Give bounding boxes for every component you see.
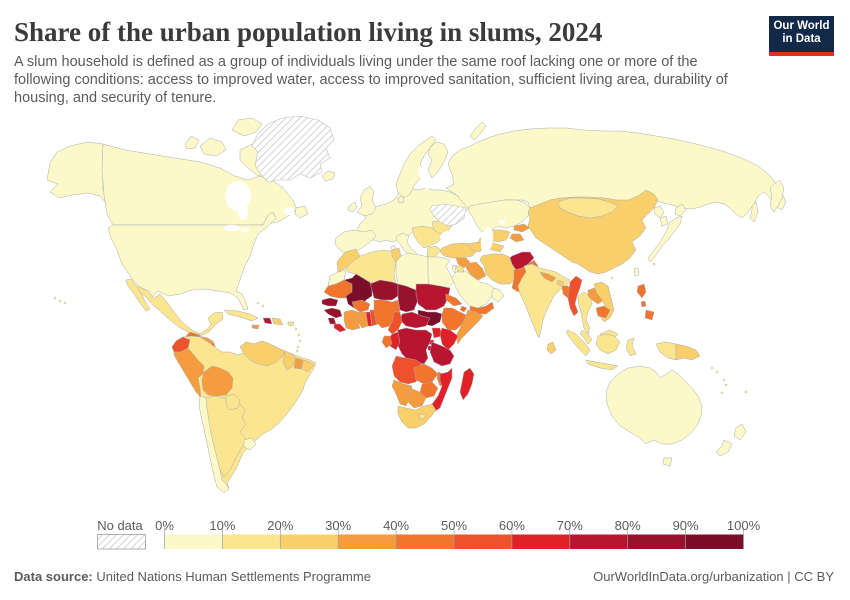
svg-text:70%: 70%	[557, 518, 583, 533]
svg-text:0%: 0%	[155, 518, 174, 533]
svg-text:30%: 30%	[325, 518, 351, 533]
svg-text:80%: 80%	[615, 518, 641, 533]
svg-text:90%: 90%	[673, 518, 699, 533]
svg-text:10%: 10%	[209, 518, 235, 533]
svg-text:No data: No data	[97, 518, 143, 533]
svg-text:40%: 40%	[383, 518, 409, 533]
svg-text:20%: 20%	[267, 518, 293, 533]
svg-text:50%: 50%	[441, 518, 467, 533]
svg-text:60%: 60%	[499, 518, 525, 533]
svg-text:100%: 100%	[727, 518, 761, 533]
